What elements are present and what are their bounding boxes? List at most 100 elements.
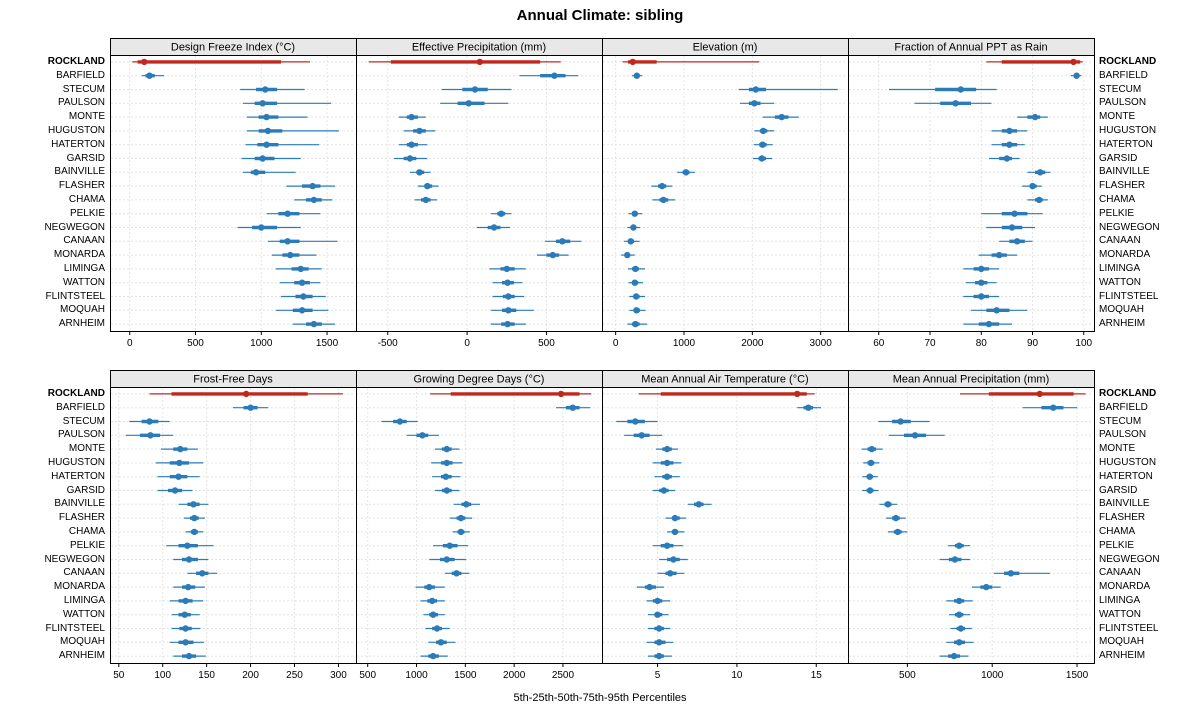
percentiles-rockland	[986, 58, 1083, 66]
percentiles-monte	[655, 445, 679, 453]
median-dot	[663, 542, 671, 549]
percentiles-pelkie	[433, 542, 469, 549]
station-label-barfield: BARFIELD	[1099, 401, 1148, 413]
percentiles-chama	[452, 528, 470, 536]
percentiles-stecum	[738, 86, 838, 93]
median-dot	[951, 556, 959, 563]
percentiles-rockland	[149, 390, 343, 398]
percentiles-arnheim	[939, 652, 969, 660]
station-label-chama: CHAMA	[68, 193, 105, 205]
percentiles-bainville	[242, 169, 296, 176]
panel-growing-degree-days-c: Growing Degree Days (°C) 500 1000 1500 2000 2…	[356, 370, 603, 681]
station-label-arnheim: ARNHEIM	[1099, 650, 1146, 662]
median-dot	[259, 155, 266, 162]
percentiles-chama	[667, 528, 685, 536]
percentiles-flintsteel	[648, 625, 671, 632]
station-label-negwegon: NEGWEGON	[44, 221, 105, 233]
station-label-rockland: ROCKLAND	[47, 56, 105, 67]
median-dot	[185, 652, 193, 660]
tick-label: 60	[873, 338, 885, 349]
tick-label: 10	[731, 670, 743, 681]
station-label-pelkie: PELKIE	[69, 207, 105, 219]
station-label-flasher: FLASHER	[1099, 180, 1146, 192]
percentiles-monte	[861, 445, 883, 453]
median-dot	[446, 542, 453, 549]
percentiles-moquah	[275, 307, 329, 314]
median-dot	[504, 320, 511, 328]
median-dot	[1007, 570, 1015, 577]
station-label-stecum: STECUM	[1099, 415, 1142, 427]
panel-fraction-of-annual-ppt-as-rain: Fraction of Annual PPT as Rain 60 70 80 90 10…	[848, 38, 1095, 349]
station-label-rockland: ROCKLAND	[1099, 388, 1157, 399]
median-dot	[263, 113, 270, 121]
median-dot	[1006, 141, 1013, 148]
percentiles-moquah	[971, 307, 1028, 314]
tick-label: 50	[113, 670, 125, 681]
median-dot	[146, 72, 153, 79]
tick-label: 100	[154, 670, 171, 681]
median-dot	[655, 625, 663, 632]
station-label-liminga: LIMINGA	[63, 262, 105, 274]
station-label-monarda: MONARDA	[53, 581, 105, 593]
median-dot	[416, 127, 423, 135]
percentiles-barfield	[632, 72, 643, 79]
station-label-barfield: BARFIELD	[56, 401, 105, 413]
station-label-haterton: HATERTON	[51, 138, 105, 150]
median-dot	[632, 320, 639, 328]
percentiles-watton	[492, 279, 523, 286]
percentiles-huguston	[155, 459, 204, 467]
tick-label: -500	[378, 338, 398, 349]
percentiles-negwegon	[173, 556, 209, 563]
percentiles-huguston	[403, 127, 436, 135]
station-label-pelkie: PELKIE	[1099, 539, 1135, 551]
percentiles-monarda	[978, 251, 1018, 259]
percentiles-liminga	[275, 265, 322, 273]
station-label-garsid: GARSID	[66, 484, 105, 496]
station-label-huguston: HUGUSTON	[1099, 456, 1157, 468]
percentiles-flasher	[286, 182, 335, 190]
median-dot	[671, 528, 679, 536]
percentiles-paulson	[440, 100, 509, 107]
percentiles-liminga	[627, 265, 646, 273]
station-labels-left-row1: ROCKLAND BARFIELD STECUM PAULSON MONTE HUGUST…	[0, 387, 105, 663]
station-label-monarda: MONARDA	[1099, 249, 1151, 261]
percentiles-barfield	[797, 404, 822, 411]
median-dot	[655, 652, 663, 660]
median-dot	[182, 639, 189, 646]
median-dot	[443, 556, 450, 563]
median-dot	[632, 418, 639, 425]
percentiles-bainville	[178, 501, 209, 508]
percentiles-stecum	[616, 418, 658, 425]
percentiles-barfield	[141, 72, 164, 79]
station-label-pelkie: PELKIE	[1099, 207, 1135, 219]
percentiles-negwegon	[659, 556, 688, 563]
median-dot	[419, 432, 426, 439]
station-label-chama: CHAMA	[68, 525, 105, 537]
plot-area	[110, 387, 357, 664]
median-dot	[465, 100, 472, 107]
tick-label: 70	[924, 338, 936, 349]
median-dot	[752, 86, 759, 93]
median-dot	[1029, 182, 1036, 190]
tick-label: 1500	[1066, 670, 1089, 681]
percentiles-canaan	[444, 570, 470, 577]
percentiles-stecum	[381, 418, 418, 425]
median-dot	[184, 542, 191, 549]
percentiles-pelkie	[166, 542, 214, 549]
median-dot	[751, 100, 758, 107]
percentiles-monte	[435, 445, 460, 453]
station-label-monte: MONTE	[68, 443, 105, 455]
station-label-moquah: MOQUAH	[1099, 636, 1144, 648]
median-dot	[632, 265, 639, 273]
percentiles-negwegon	[986, 224, 1036, 231]
median-dot	[433, 625, 441, 632]
x-axis-caption: 5th-25th-50th-75th-95th Percentiles	[513, 692, 687, 704]
station-label-moquah: MOQUAH	[60, 304, 105, 316]
tick-label: 500	[359, 670, 376, 681]
station-label-flintsteel: FLINTSTEEL	[45, 290, 105, 302]
percentiles-monte	[246, 113, 308, 121]
station-label-monte: MONTE	[1099, 443, 1136, 455]
median-dot	[957, 625, 965, 632]
station-label-canaan: CANAAN	[1099, 567, 1141, 579]
median-dot	[505, 293, 512, 300]
